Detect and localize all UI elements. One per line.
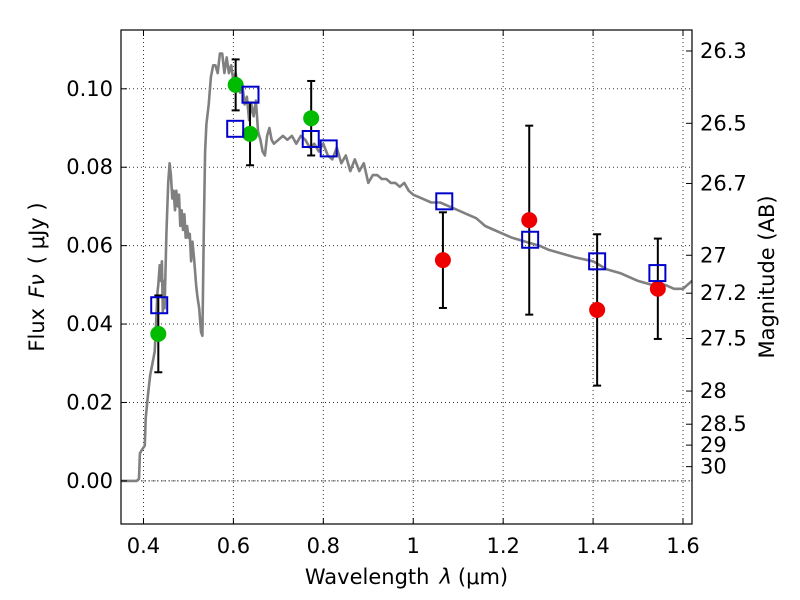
magnitude-tick-label: 26.5: [700, 111, 747, 135]
x-tick-label: 1.4: [576, 534, 609, 558]
x-axis-tick-labels: 0.4 0.6 0.8 1 1.2 1.4 1.6: [127, 534, 700, 558]
y-tick-label: 0.08: [66, 155, 113, 179]
axis-ticks: [121, 30, 692, 524]
magnitude-tick-label: 27.5: [700, 327, 747, 351]
plot-frame: [120, 29, 693, 525]
model-box-marker: [588, 252, 607, 271]
red-data-point: [434, 252, 451, 269]
magnitude-tick-label: 26.3: [700, 39, 747, 63]
model-box-marker: [226, 119, 245, 138]
error-bars: [154, 58, 662, 387]
model-box-marker: [435, 192, 454, 211]
y-tick-label: 0.04: [66, 312, 113, 336]
green-data-point: [242, 125, 259, 142]
model-box-marker: [301, 129, 320, 148]
model-box-marker: [150, 296, 169, 315]
model-photometry-boxes: [150, 85, 667, 315]
green-photometry-series: [150, 76, 320, 342]
model-box-marker: [648, 264, 667, 283]
magnitude-tick-label: 27.2: [700, 281, 747, 305]
model-box-marker: [521, 230, 540, 249]
sed-model-series: [121, 52, 693, 483]
red-photometry-series: [434, 212, 666, 318]
x-tick-label: 0.6: [217, 534, 250, 558]
y-axis-label: FluxFν( μJy ): [25, 202, 49, 351]
x-tick-label: 1.2: [486, 534, 519, 558]
red-data-point: [521, 212, 538, 229]
x-axis-label: Wavelength λ (μm): [305, 565, 508, 589]
green-data-point: [227, 76, 244, 93]
x-tick-label: 1.6: [666, 534, 699, 558]
y-tick-label: 0.02: [66, 390, 113, 414]
magnitude-tick-label: 27: [700, 243, 727, 267]
magnitude-tick-label: 30: [700, 455, 727, 479]
grid-lines: [121, 30, 692, 524]
sed-model-line: [121, 52, 693, 483]
y-tick-label: 0.10: [66, 77, 113, 101]
y-axis-tick-labels: 0.00 0.02 0.04 0.06 0.08 0.10: [66, 77, 113, 493]
y-tick-label: 0.00: [66, 469, 113, 493]
model-box-marker: [241, 85, 260, 104]
magnitude-tick-label: 26.7: [700, 171, 747, 195]
green-data-point: [303, 110, 320, 127]
magnitude-tick-label: 28: [700, 379, 727, 403]
x-tick-label: 0.4: [127, 534, 160, 558]
magnitude-tick-label: 28.5: [700, 412, 747, 436]
red-data-point: [649, 280, 666, 297]
red-data-point: [589, 301, 606, 318]
green-data-point: [150, 325, 167, 342]
x-tick-label: 1: [407, 534, 420, 558]
x-tick-label: 0.8: [307, 534, 340, 558]
y-tick-label: 0.06: [66, 234, 113, 258]
magnitude-tick-label: 29: [700, 433, 727, 457]
magnitude-axis-label: Magnitude (AB): [755, 195, 779, 358]
model-box-marker: [319, 139, 338, 158]
